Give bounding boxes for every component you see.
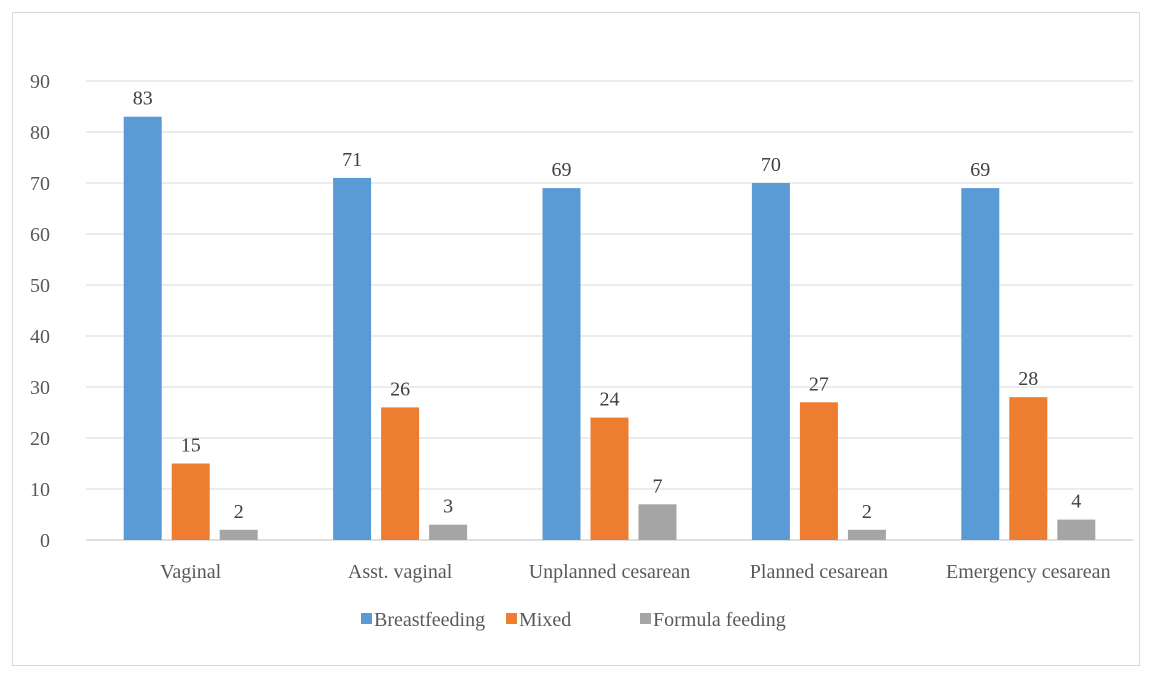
data-label: 69 xyxy=(552,159,572,181)
bar xyxy=(219,529,258,540)
data-label: 7 xyxy=(653,475,663,497)
bar xyxy=(333,177,372,540)
gridlines xyxy=(86,80,1133,541)
data-label: 70 xyxy=(761,154,781,176)
x-category-label: Unplanned cesarean xyxy=(529,561,691,583)
legend-label: Formula feeding xyxy=(653,609,786,631)
y-tick-label: 70 xyxy=(30,173,50,195)
x-category-label: Emergency cesarean xyxy=(946,561,1111,583)
y-tick-label: 90 xyxy=(30,71,50,93)
legend: Breastfeeding Mixed Formula feeding xyxy=(361,609,786,631)
legend-swatch xyxy=(361,613,372,624)
data-label: 28 xyxy=(1018,368,1038,390)
data-label: 83 xyxy=(133,88,153,110)
x-axis-category-labels: Vaginal Asst. vaginal Unplanned cesarean Pl… xyxy=(160,561,1110,583)
data-label: 15 xyxy=(181,435,201,457)
data-label: 2 xyxy=(862,501,872,523)
bar xyxy=(123,116,162,540)
bar xyxy=(847,529,886,540)
legend-swatch xyxy=(506,613,517,624)
bar xyxy=(961,188,1000,540)
bar xyxy=(590,417,629,540)
bar xyxy=(171,463,210,540)
y-tick-label: 60 xyxy=(30,224,50,246)
x-category-label: Vaginal xyxy=(160,561,222,583)
bar xyxy=(638,504,677,540)
x-category-label: Planned cesarean xyxy=(750,561,888,583)
data-label: 2 xyxy=(234,501,244,523)
legend-label: Mixed xyxy=(519,609,571,631)
data-labels: 83 15 2 71 26 3 69 24 7 70 27 2 69 28 4 xyxy=(133,88,1082,523)
bars xyxy=(123,116,1096,540)
y-tick-label: 20 xyxy=(30,428,50,450)
y-tick-label: 40 xyxy=(30,326,50,348)
data-label: 3 xyxy=(443,496,453,518)
bar xyxy=(799,402,838,540)
x-category-label: Asst. vaginal xyxy=(348,561,453,583)
bar xyxy=(1057,519,1096,540)
data-label: 24 xyxy=(600,389,620,411)
bar xyxy=(1009,397,1048,540)
y-tick-label: 80 xyxy=(30,122,50,144)
legend-label: Breastfeeding xyxy=(374,609,485,631)
y-tick-label: 0 xyxy=(40,530,50,552)
bar xyxy=(429,524,468,540)
data-label: 26 xyxy=(390,378,410,400)
y-tick-label: 50 xyxy=(30,275,50,297)
y-tick-label: 10 xyxy=(30,479,50,501)
y-axis-tick-labels: 0 10 20 30 40 50 60 70 80 90 xyxy=(30,71,50,552)
bar xyxy=(381,407,420,540)
legend-swatch xyxy=(640,613,651,624)
bar xyxy=(751,183,790,540)
data-label: 4 xyxy=(1071,491,1081,513)
bar xyxy=(542,188,581,540)
data-label: 71 xyxy=(342,149,362,171)
data-label: 69 xyxy=(970,159,990,181)
y-tick-label: 30 xyxy=(30,377,50,399)
data-label: 27 xyxy=(809,373,829,395)
